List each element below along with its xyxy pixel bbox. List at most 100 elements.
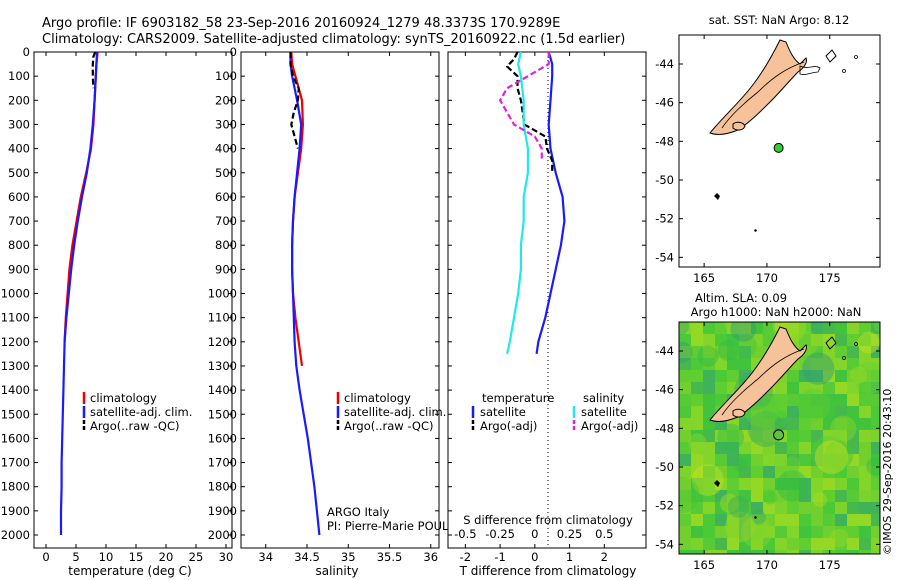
- sla-cell: [871, 382, 880, 394]
- x-tick-label: 0: [531, 550, 538, 564]
- sla-cell: [787, 454, 799, 466]
- sla-blob: [751, 509, 766, 525]
- legend-label-satellite: satellite-adj. clim.: [344, 405, 446, 419]
- sst-map-title: sat. SST: NaN Argo: 8.12: [709, 13, 850, 27]
- sla-cell: [691, 442, 703, 454]
- difference-xlabel-salinity: S difference from climatology: [463, 513, 633, 527]
- sla-cell: [751, 454, 763, 466]
- y-tick-label: 600: [8, 190, 30, 204]
- sla-cell: [811, 478, 823, 490]
- sla-cell: [751, 322, 763, 334]
- y-tick-label: 500: [215, 166, 237, 180]
- sla-cell: [763, 538, 775, 550]
- sla-blob: [697, 345, 719, 367]
- sla-cell: [811, 346, 823, 358]
- sla-cell: [715, 334, 727, 346]
- sla-blob: [853, 361, 880, 394]
- sla-map: Altim. SLA: 0.09 Argo h1000: NaN h2000: …: [655, 291, 894, 572]
- sla-cell: [739, 454, 751, 466]
- sla-cell: [835, 346, 847, 358]
- sla-cell: [679, 442, 691, 454]
- sla-cell: [871, 346, 880, 358]
- sla-cell: [691, 358, 703, 370]
- temperature-y-ticks: 0 100 200 300 400 500 600 700 800 900 1000 1100 1200…: [1, 45, 232, 542]
- sla-cell: [859, 370, 871, 382]
- sla-cell: [859, 454, 871, 466]
- sla-cell: [727, 466, 739, 478]
- sla-cell: [715, 490, 727, 502]
- difference-x-ticks: -2 -1 0 1 2 -0.5 -0.25 0 0.25 0.5: [454, 52, 613, 564]
- lon-tick-label: 165: [693, 271, 715, 285]
- sla-blob: [691, 464, 724, 496]
- sla-cell: [703, 550, 715, 554]
- sla-cell: [871, 418, 880, 430]
- sla-cell: [799, 490, 811, 502]
- sla-cell: [751, 334, 763, 346]
- x-tick-label-salinity: 0.5: [595, 527, 613, 541]
- sla-cell: [823, 358, 835, 370]
- sla-cell: [835, 514, 847, 526]
- salinity-xlabel: salinity: [315, 564, 358, 578]
- attribution-line2: PI: Pierre-Marie POULAIN: [327, 519, 469, 533]
- sla-cell: [751, 526, 763, 538]
- sla-cell: [871, 322, 880, 334]
- y-tick-label: 700: [215, 214, 237, 228]
- sla-cell: [787, 418, 799, 430]
- sla-blob: [679, 477, 700, 514]
- lat-tick-label: -54: [655, 537, 674, 551]
- lon-tick-label: 170: [756, 558, 778, 572]
- sla-cell: [847, 442, 859, 454]
- x-tick-label: 25: [189, 550, 204, 564]
- sla-cell: [871, 334, 880, 346]
- sla-cell: [679, 526, 691, 538]
- y-tick-label: 200: [215, 93, 237, 107]
- sla-cell: [691, 334, 703, 346]
- sla-cell: [787, 382, 799, 394]
- sla-cell: [739, 418, 751, 430]
- sla-cell: [691, 502, 703, 514]
- sla-cell: [775, 478, 787, 490]
- salinity-legend: climatology satellite-adj. clim. Argo(..…: [336, 391, 446, 433]
- sla-blob: [733, 333, 757, 358]
- salinity-panel: 0 100 200 300 400 500 600 700 800 900 1000 1100 1200…: [208, 45, 469, 578]
- sla-cell: [835, 550, 847, 554]
- sla-cell: [847, 394, 859, 406]
- sla-cell: [847, 454, 859, 466]
- sla-cell: [691, 370, 703, 382]
- islet-outline: [854, 55, 858, 59]
- sla-cell: [835, 418, 847, 430]
- x-tick-label: -2: [460, 550, 471, 564]
- sla-cell: [835, 430, 847, 442]
- y-tick-label: 100: [215, 69, 237, 83]
- sla-cell: [679, 370, 691, 382]
- y-tick-label: 500: [8, 166, 30, 180]
- sla-cell: [775, 502, 787, 514]
- sla-blob: [717, 339, 739, 361]
- sla-blob: [830, 528, 849, 548]
- sla-blob: [740, 516, 773, 548]
- sla-blob: [812, 492, 828, 507]
- y-tick-label: 1800: [208, 480, 237, 494]
- sla-cell: [775, 382, 787, 394]
- sla-cell: [823, 442, 835, 454]
- sla-cell: [775, 394, 787, 406]
- y-tick-label: 1500: [1, 407, 30, 421]
- sla-cell: [811, 442, 823, 454]
- sla-cell: [847, 526, 859, 538]
- sla-cell: [811, 322, 823, 334]
- sla-cell: [763, 502, 775, 514]
- sla-cell: [847, 502, 859, 514]
- difference-axes-box: [447, 51, 647, 549]
- sla-cell: [811, 334, 823, 346]
- sla-cell: [823, 406, 835, 418]
- sla-cell: [859, 490, 871, 502]
- sla-cell: [727, 538, 739, 550]
- sla-cell: [715, 526, 727, 538]
- argo-float-marker: [773, 142, 784, 153]
- islet-outline: [854, 342, 858, 346]
- sla-cell: [811, 550, 823, 554]
- sla-blob: [873, 322, 880, 332]
- sla-cell: [703, 490, 715, 502]
- sla-cell: [811, 538, 823, 550]
